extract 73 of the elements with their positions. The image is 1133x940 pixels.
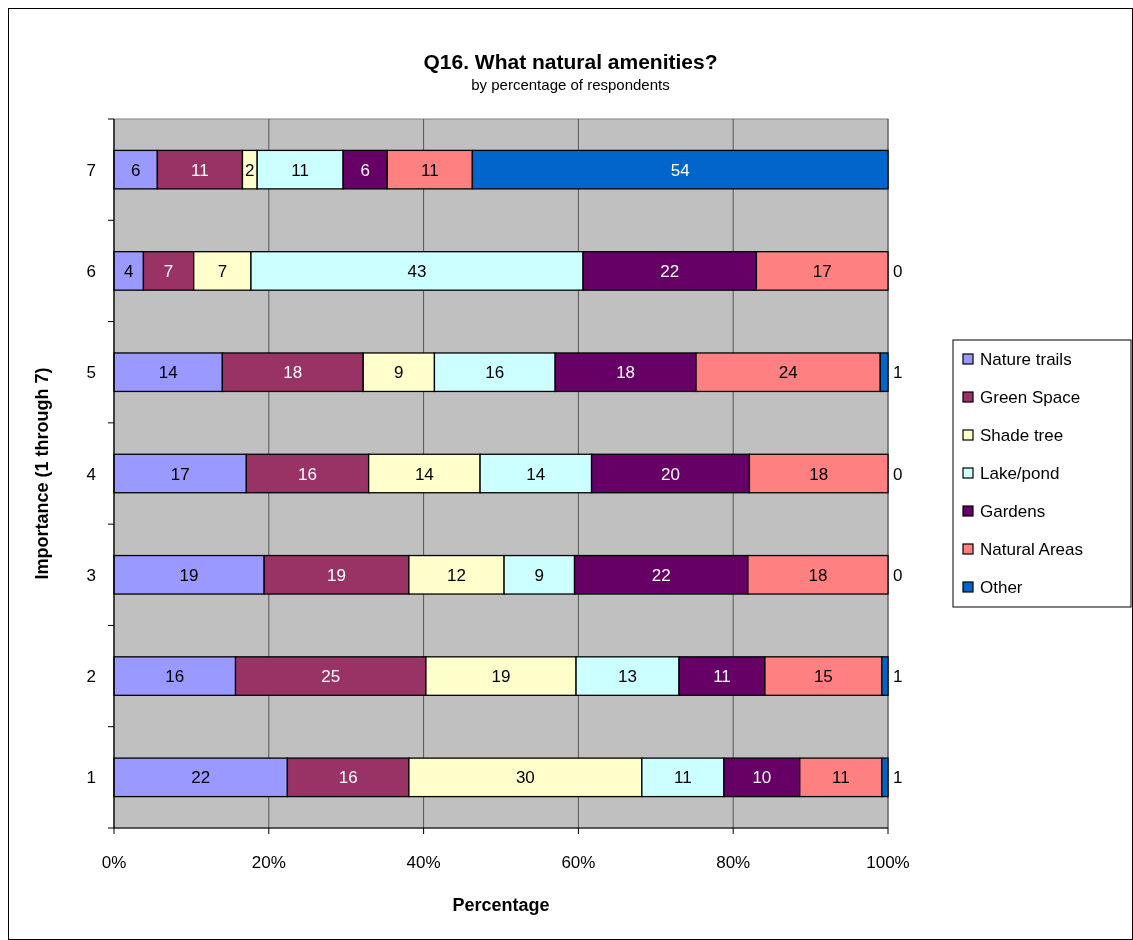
data-label: 16 [165, 667, 185, 687]
data-label: 4 [123, 262, 134, 282]
data-label: 19 [491, 667, 511, 687]
data-label: 17 [170, 464, 190, 484]
data-label: 14 [414, 464, 434, 484]
data-label: 14 [158, 363, 178, 383]
data-label: 16 [298, 464, 317, 484]
chart-subtitle: by percentage of respondents [471, 76, 670, 93]
data-label: 11 [674, 768, 692, 788]
data-label: 7 [163, 262, 174, 282]
data-label: 7 [217, 262, 228, 282]
legend-label: Lake/pond [980, 464, 1060, 484]
data-label: 22 [660, 262, 680, 282]
data-label: 1 [893, 768, 903, 788]
legend-label: Nature trails [980, 350, 1072, 370]
legend-label: Gardens [980, 502, 1046, 522]
data-label: 43 [407, 262, 427, 282]
data-label: 6 [130, 160, 141, 180]
data-label: 11 [831, 768, 850, 788]
data-label: 14 [526, 464, 546, 484]
data-label: 11 [291, 160, 309, 180]
x-tick-label: 40% [406, 853, 441, 872]
data-label: 12 [447, 565, 466, 585]
legend-label: Other [980, 578, 1023, 598]
y-tick-label: 2 [86, 667, 96, 687]
data-label: 25 [321, 667, 341, 687]
legend-label: Natural Areas [980, 540, 1083, 560]
y-tick-label: 3 [86, 565, 96, 585]
data-label: 16 [338, 768, 358, 788]
data-label: 24 [778, 363, 798, 383]
y-tick-label: 5 [86, 363, 96, 383]
y-tick-label: 4 [86, 464, 96, 484]
data-label: 16 [485, 363, 505, 383]
data-label: 18 [616, 363, 636, 383]
x-tick-label: 100% [866, 853, 910, 872]
x-tick-label: 0% [101, 853, 127, 872]
data-label: 1 [893, 363, 903, 383]
x-tick-label: 80% [716, 853, 751, 872]
data-label: 11 [420, 160, 439, 180]
data-label: 9 [534, 565, 545, 585]
data-label: 19 [327, 565, 346, 585]
data-label: 9 [394, 363, 404, 383]
data-label: 1 [893, 667, 903, 687]
data-label: 2 [245, 160, 255, 180]
data-label: 0 [893, 565, 903, 585]
data-label: 18 [808, 565, 828, 585]
data-label: 22 [651, 565, 671, 585]
y-tick-label: 1 [86, 768, 96, 788]
data-label: 10 [752, 768, 772, 788]
data-label: 20 [661, 464, 680, 484]
data-label: 15 [813, 667, 833, 687]
data-label: 0 [893, 262, 903, 282]
data-label: 19 [179, 565, 199, 585]
legend-label: Shade tree [980, 426, 1064, 446]
data-label: 6 [360, 160, 370, 180]
data-label: 11 [191, 160, 209, 180]
data-label: 18 [283, 363, 303, 383]
data-label: 11 [713, 667, 731, 687]
y-tick-label: 6 [86, 262, 96, 282]
x-tick-label: 60% [561, 853, 596, 872]
data-label: 17 [812, 262, 832, 282]
data-label: 18 [809, 464, 829, 484]
y-tick-label: 7 [86, 160, 96, 180]
data-label: 30 [515, 768, 535, 788]
data-label: 13 [618, 667, 638, 687]
x-axis-title: Percentage [452, 895, 550, 915]
x-tick-label: 20% [251, 853, 286, 872]
data-label: 22 [191, 768, 211, 788]
data-label: 0 [893, 464, 903, 484]
chart-title: Q16. What natural amenities? [423, 50, 718, 73]
y-axis-title: Importance (1 through 7) [32, 367, 52, 580]
legend-label: Green Space [980, 388, 1081, 408]
data-label: 54 [670, 160, 690, 180]
